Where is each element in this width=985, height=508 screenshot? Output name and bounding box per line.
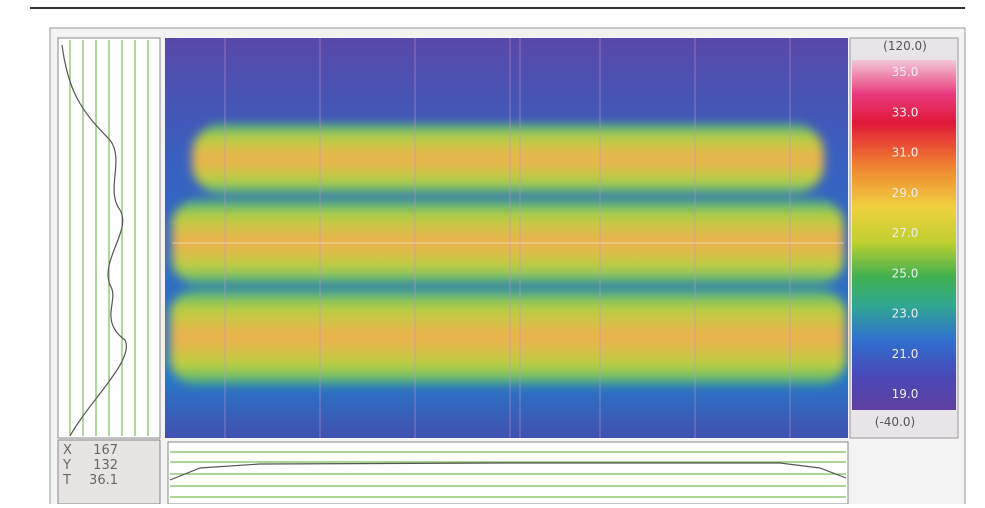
vertical-profile	[58, 38, 160, 438]
readout-label: X	[63, 443, 72, 458]
scale-label: 21.0	[892, 347, 919, 361]
scale-label: 33.0	[892, 105, 919, 119]
cursor-readout: X 167 Y 132 T 36.1	[58, 440, 160, 504]
readout-value: 132	[93, 458, 118, 473]
scale-max: (120.0)	[883, 39, 927, 53]
scale-min: (-40.0)	[875, 415, 915, 429]
thermal-image	[165, 38, 848, 438]
readout-label: Y	[62, 458, 71, 473]
scale-label: 25.0	[892, 266, 919, 280]
horizontal-profile	[168, 442, 848, 504]
scale-label: 35.0	[892, 65, 919, 79]
color-scale: (120.0) (-40.0) 35.0 33.0 31.0 29.0 27.0 25.0…	[850, 38, 958, 438]
scale-label: 19.0	[892, 387, 919, 401]
readout-label: T	[62, 473, 71, 488]
readout-value: 167	[93, 443, 118, 458]
scale-label: 29.0	[892, 186, 919, 200]
scale-label: 23.0	[892, 307, 919, 321]
scale-label: 31.0	[892, 146, 919, 160]
scale-label: 27.0	[892, 226, 919, 240]
readout-value: 36.1	[89, 473, 118, 488]
thermal-ui: (120.0) (-40.0) 35.0 33.0 31.0 29.0 27.0 25.0…	[0, 0, 985, 504]
